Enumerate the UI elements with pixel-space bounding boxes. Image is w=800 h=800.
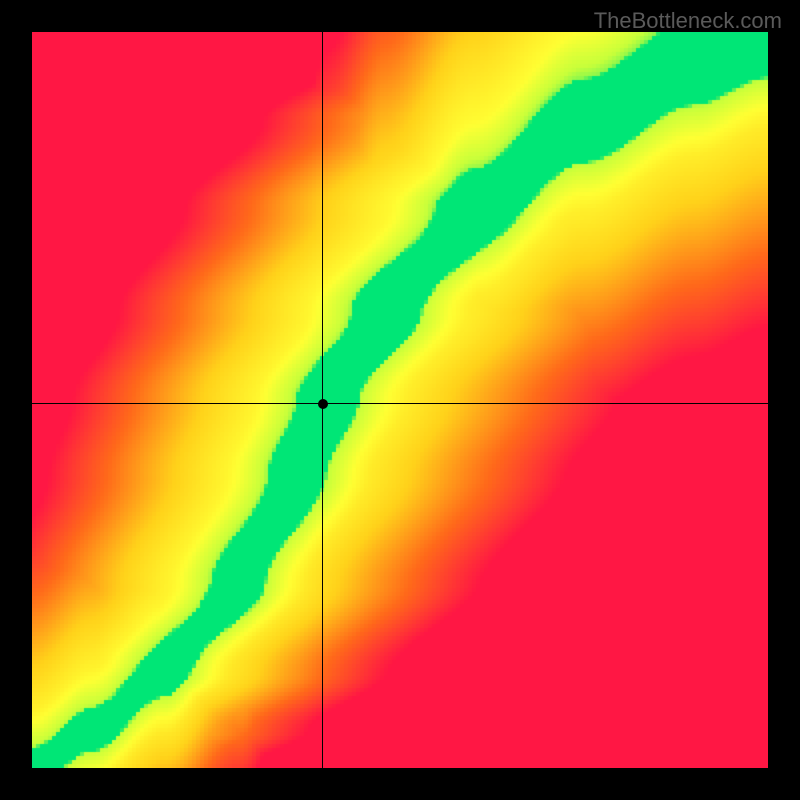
plot-border-bottom bbox=[0, 768, 800, 800]
crosshair-marker bbox=[318, 399, 328, 409]
plot-border-left bbox=[0, 0, 32, 800]
heatmap-canvas bbox=[32, 32, 768, 768]
crosshair-horizontal bbox=[32, 403, 768, 405]
plot-area bbox=[32, 32, 768, 768]
plot-border-right bbox=[768, 0, 800, 800]
watermark-text: TheBottleneck.com bbox=[594, 8, 782, 34]
chart-container: TheBottleneck.com bbox=[0, 0, 800, 800]
